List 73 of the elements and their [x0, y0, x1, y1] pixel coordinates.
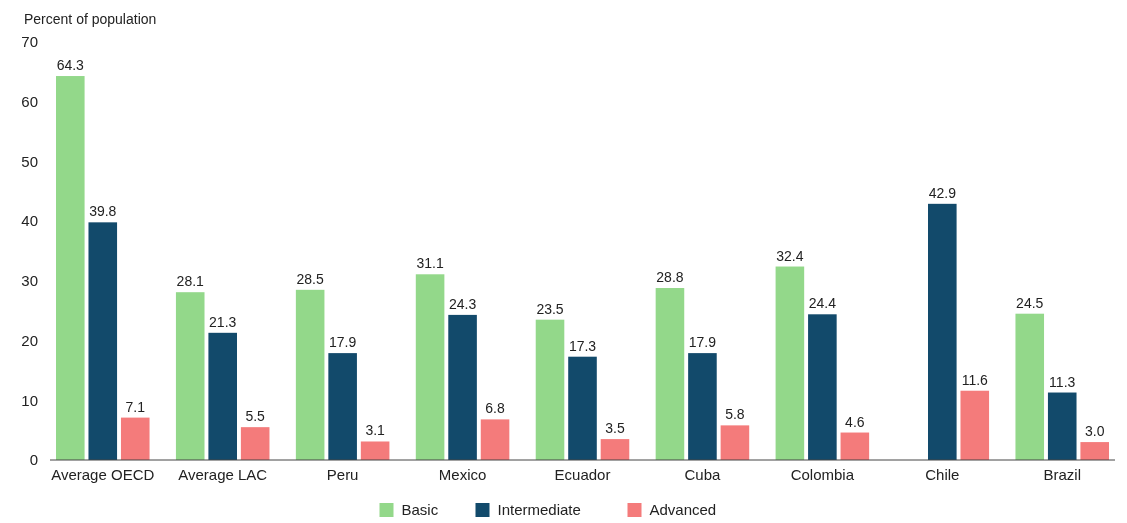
data-label: 28.5 — [296, 270, 324, 287]
data-label: 5.5 — [245, 408, 266, 425]
data-label: 17.9 — [688, 334, 717, 351]
bar — [535, 319, 565, 460]
x-tick-label: Peru — [326, 466, 359, 483]
data-label: 17.9 — [329, 334, 357, 351]
data-label: 6.8 — [485, 400, 505, 417]
data-label: 4.6 — [845, 413, 865, 430]
y-tick-label: 20 — [21, 331, 38, 349]
data-label: 64.3 — [56, 57, 85, 74]
data-label: 28.1 — [176, 273, 205, 290]
x-tick-label: Colombia — [790, 466, 855, 483]
bar — [775, 266, 805, 460]
bar — [688, 353, 717, 460]
x-tick-label: Mexico — [438, 466, 487, 483]
legend-label: Advanced — [649, 501, 717, 519]
data-label: 32.4 — [776, 247, 804, 264]
x-tick-label: Average LAC — [178, 466, 268, 483]
data-label: 11.3 — [1049, 373, 1076, 390]
bar — [295, 289, 325, 460]
bar — [1047, 392, 1077, 460]
y-tick-label: 10 — [21, 391, 38, 409]
data-label: 5.8 — [725, 406, 745, 423]
data-label: 3.5 — [605, 420, 625, 437]
data-label: 7.1 — [125, 398, 146, 415]
bar — [448, 314, 477, 460]
y-axis-title: Percent of population — [24, 11, 157, 27]
bar — [120, 417, 150, 460]
bar — [655, 288, 685, 460]
data-label: 31.1 — [416, 255, 444, 272]
y-tick-label: 0 — [29, 451, 38, 469]
data-label: 3.0 — [1084, 423, 1105, 440]
legend-label: Basic — [401, 501, 439, 519]
data-label: 24.4 — [808, 295, 837, 312]
data-label: 39.8 — [89, 203, 117, 220]
y-tick-label: 60 — [21, 92, 38, 110]
data-label: 42.9 — [928, 184, 957, 201]
bar — [208, 332, 237, 460]
bar — [840, 432, 870, 460]
bar — [568, 356, 597, 460]
legend-label: Intermediate — [497, 501, 581, 519]
x-tick-label: Brazil — [1043, 466, 1081, 483]
bar — [56, 76, 85, 460]
x-tick-label: Chile — [925, 466, 960, 483]
y-tick-label: 40 — [21, 212, 38, 230]
bar — [175, 292, 205, 460]
bar — [600, 439, 630, 460]
bar — [415, 274, 445, 460]
x-tick-label: Average OECD — [51, 466, 155, 483]
data-label: 28.8 — [656, 269, 684, 286]
bar — [480, 419, 510, 460]
data-label: 3.1 — [365, 422, 386, 439]
bar — [928, 203, 957, 460]
bar — [1015, 313, 1045, 460]
data-label: 24.5 — [1016, 294, 1044, 311]
y-tick-label: 70 — [21, 33, 38, 51]
x-tick-label: Cuba — [684, 466, 722, 483]
bar — [808, 314, 837, 460]
bar — [240, 427, 270, 460]
y-tick-label: 50 — [21, 152, 38, 170]
data-label: 17.3 — [568, 337, 597, 354]
data-label: 11.6 — [961, 371, 989, 388]
bar — [88, 222, 118, 460]
x-tick-label: Ecuador — [554, 466, 611, 483]
y-tick-label: 30 — [21, 272, 38, 290]
bar — [328, 353, 357, 460]
bar — [360, 441, 390, 460]
data-label: 24.3 — [448, 295, 477, 312]
bar — [1080, 442, 1109, 460]
bar — [960, 390, 990, 460]
data-label: 21.3 — [209, 313, 237, 330]
bar — [720, 425, 750, 460]
data-label: 23.5 — [536, 300, 564, 317]
